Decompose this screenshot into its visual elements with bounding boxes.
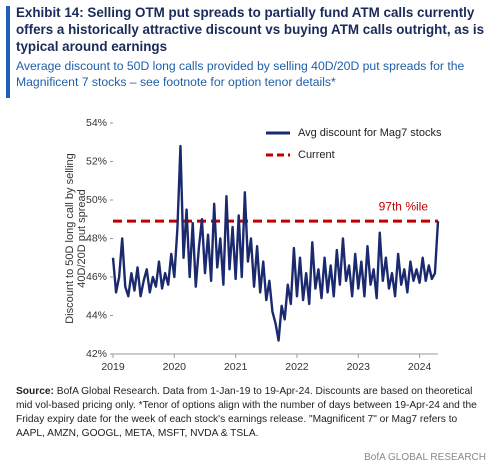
y-tick-label: 44% bbox=[86, 309, 107, 321]
accent-bar bbox=[6, 6, 10, 98]
chart-subtitle: Average discount to 50D long calls provi… bbox=[16, 59, 465, 89]
y-tick-label: 42% bbox=[86, 348, 107, 360]
y-tick-label: 54% bbox=[86, 117, 107, 129]
chart-title: Exhibit 14: Selling OTM put spreads to p… bbox=[16, 5, 485, 54]
x-tick-label: 2020 bbox=[163, 361, 187, 373]
source-label: Source: bbox=[16, 386, 54, 397]
legend-label: Avg discount for Mag7 stocks bbox=[298, 127, 442, 139]
x-tick-label: 2023 bbox=[347, 361, 371, 373]
source-note: Source: BofA Global Research. Data from … bbox=[16, 385, 486, 441]
x-tick-label: 2024 bbox=[408, 361, 432, 373]
y-tick-label: 52% bbox=[86, 155, 107, 167]
annotation: 97th %ile bbox=[379, 199, 429, 213]
source-text: BofA Global Research. Data from 1-Jan-19… bbox=[16, 386, 477, 439]
x-tick-label: 2021 bbox=[224, 361, 248, 373]
y-tick-label: 50% bbox=[86, 194, 107, 206]
legend-label: Current bbox=[298, 149, 335, 161]
y-axis-label: 40D/20D put spread bbox=[76, 189, 88, 287]
y-axis-label: Discount to 50D long call by selling bbox=[64, 153, 76, 324]
y-tick-label: 46% bbox=[86, 271, 107, 283]
x-tick-label: 2019 bbox=[101, 361, 125, 373]
x-tick-label: 2022 bbox=[285, 361, 309, 373]
series-line bbox=[111, 144, 440, 342]
credit: BofA GLOBAL RESEARCH bbox=[364, 452, 486, 463]
y-tick-label: 48% bbox=[86, 232, 107, 244]
chart: 42% 44% 46% 48% 50% 52% 54% 2019 2020 2021 2022 202… bbox=[64, 117, 442, 373]
